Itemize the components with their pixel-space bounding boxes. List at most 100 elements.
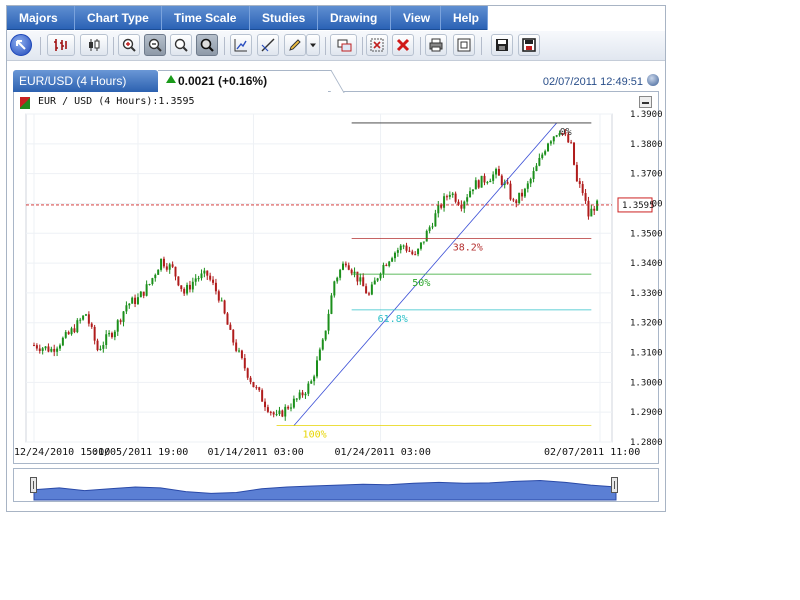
candle-body bbox=[186, 284, 189, 294]
print-icon[interactable] bbox=[425, 34, 447, 56]
menu-view[interactable]: View bbox=[391, 6, 441, 30]
candle-body bbox=[402, 245, 405, 247]
candle-body bbox=[84, 314, 87, 316]
candle-body bbox=[47, 346, 50, 352]
candle-body bbox=[327, 313, 330, 331]
y-tick-label: 1.3200 bbox=[630, 319, 663, 329]
candle-body bbox=[538, 157, 541, 166]
pencil-icon[interactable] bbox=[284, 34, 306, 56]
candle-body bbox=[350, 269, 353, 274]
candle-body bbox=[422, 241, 425, 243]
candle-body bbox=[341, 263, 344, 270]
zoom-in-icon[interactable] bbox=[118, 34, 140, 56]
chart-tab-bar: EUR/USD (4 Hours) 0.0021 (+0.16%) 02/07/… bbox=[13, 70, 659, 92]
menu-time-scale[interactable]: Time Scale bbox=[162, 6, 250, 30]
candle-body bbox=[240, 350, 243, 359]
delete-drawing-icon[interactable] bbox=[366, 34, 388, 56]
candle-body bbox=[171, 264, 174, 267]
menu-majors[interactable]: Majors bbox=[7, 6, 75, 30]
candle-body bbox=[162, 258, 165, 267]
draw-line-icon[interactable] bbox=[257, 34, 279, 56]
candle-body bbox=[116, 320, 119, 332]
candle-body bbox=[307, 383, 310, 394]
candle-body bbox=[431, 226, 434, 228]
save-disk-icon[interactable] bbox=[518, 34, 540, 56]
candle-body bbox=[183, 288, 186, 294]
candle-body bbox=[304, 393, 307, 396]
connection-status-icon[interactable] bbox=[647, 74, 659, 86]
candle-body bbox=[529, 178, 532, 184]
fibonacci-level-label: 50% bbox=[412, 278, 430, 289]
menu-chart-type[interactable]: Chart Type bbox=[75, 6, 162, 30]
candle-body bbox=[509, 183, 512, 200]
close-red-x-icon[interactable] bbox=[392, 34, 414, 56]
collapse-panel-button[interactable] bbox=[639, 96, 652, 108]
candle-body bbox=[209, 275, 212, 280]
save-chart-icon[interactable] bbox=[491, 34, 513, 56]
candle-body bbox=[445, 196, 448, 198]
candle-body bbox=[122, 311, 125, 322]
candle-body bbox=[425, 230, 428, 242]
candle-body bbox=[471, 189, 474, 192]
candle-body bbox=[188, 284, 191, 290]
x-tick-label: 01/05/2011 19:00 bbox=[92, 447, 188, 458]
candle-body bbox=[318, 349, 321, 361]
candle-body bbox=[573, 142, 576, 165]
menu-bar-filler bbox=[488, 6, 665, 30]
candle-body bbox=[157, 269, 160, 275]
select-arrow-icon[interactable] bbox=[10, 34, 32, 56]
candle-body bbox=[321, 339, 324, 350]
candle-body bbox=[489, 180, 492, 183]
trendline-icon[interactable] bbox=[230, 34, 252, 56]
zoom-icon[interactable] bbox=[170, 34, 192, 56]
bar-chart-icon[interactable] bbox=[47, 34, 75, 56]
candle-body bbox=[197, 278, 200, 280]
zoom-out-icon[interactable] bbox=[144, 34, 166, 56]
candle-body bbox=[373, 280, 376, 285]
candle-body bbox=[180, 285, 183, 289]
candle-body bbox=[50, 348, 53, 352]
menu-help[interactable]: Help bbox=[441, 6, 488, 30]
candle-body bbox=[41, 348, 44, 351]
resize-window-icon[interactable] bbox=[453, 34, 475, 56]
chart-navigator[interactable] bbox=[13, 468, 659, 502]
candle-body bbox=[535, 165, 538, 172]
candle-body bbox=[379, 273, 382, 279]
y-tick-label: 1.2800 bbox=[630, 438, 663, 448]
navigator-right-handle[interactable] bbox=[611, 477, 618, 493]
tab-eurusd[interactable]: EUR/USD (4 Hours) bbox=[13, 70, 158, 92]
price-chart[interactable]: 1.39001.38001.37001.36001.35001.34001.33… bbox=[14, 92, 663, 464]
candle-body bbox=[142, 291, 145, 296]
candlestick-icon[interactable] bbox=[80, 34, 108, 56]
candle-body bbox=[125, 305, 128, 312]
candle-body bbox=[486, 182, 489, 184]
candle-body bbox=[344, 263, 347, 266]
candle-body bbox=[500, 175, 503, 185]
zoom-active-icon[interactable] bbox=[196, 34, 218, 56]
candle-body bbox=[388, 261, 391, 266]
candle-body bbox=[552, 136, 555, 142]
candle-body bbox=[220, 300, 223, 302]
toolbar-separator bbox=[362, 37, 363, 55]
candle-body bbox=[330, 295, 333, 314]
y-tick-label: 1.3000 bbox=[630, 378, 663, 388]
y-tick-label: 1.3500 bbox=[630, 229, 663, 239]
x-tick-label: 01/24/2011 03:00 bbox=[335, 447, 431, 458]
candle-body bbox=[396, 250, 399, 253]
candle-body bbox=[385, 264, 388, 266]
candle-body bbox=[547, 143, 550, 152]
toolbar-separator bbox=[420, 37, 421, 55]
dropdown-arrow-icon[interactable] bbox=[306, 34, 320, 56]
candle-body bbox=[532, 171, 535, 179]
candle-body bbox=[428, 227, 431, 231]
add-window-icon[interactable] bbox=[330, 34, 357, 56]
candle-body bbox=[515, 200, 518, 204]
candle-body bbox=[266, 407, 269, 412]
candle-body bbox=[411, 251, 414, 255]
candle-body bbox=[405, 245, 408, 251]
menu-studies[interactable]: Studies bbox=[250, 6, 318, 30]
candle-body bbox=[174, 266, 177, 277]
menu-drawing[interactable]: Drawing bbox=[318, 6, 391, 30]
candle-body bbox=[284, 406, 287, 417]
navigator-left-handle[interactable] bbox=[30, 477, 37, 493]
